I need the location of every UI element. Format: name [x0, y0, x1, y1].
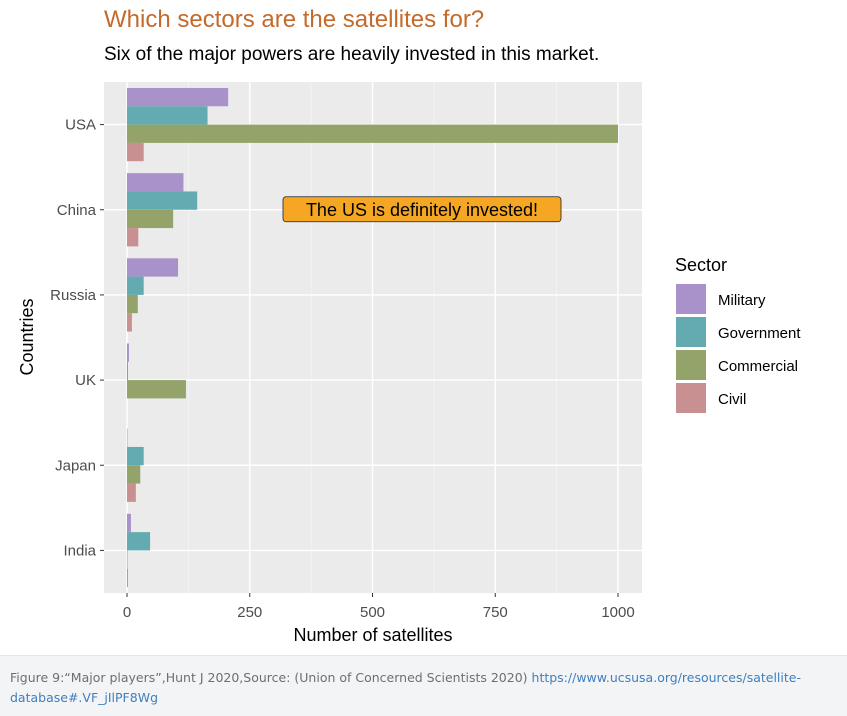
y-tick-label: Japan [55, 457, 96, 474]
bar-usa-government [127, 106, 208, 125]
bar-india-government [127, 532, 151, 551]
legend-key-military [676, 284, 706, 314]
bar-india-civil [127, 568, 128, 588]
bars [127, 87, 618, 588]
legend-label-military: Military [718, 292, 766, 309]
legend-key-government [676, 317, 706, 347]
bar-india-military [127, 513, 131, 533]
y-tick-label: Russia [50, 287, 97, 304]
bar-japan-government [127, 446, 144, 466]
annotation-box [282, 196, 562, 223]
y-tick-label: China [57, 202, 97, 219]
legend: Sector Military Government Commercial Civil [675, 255, 801, 413]
chart-subtitle: Six of the major powers are heavily inve… [104, 44, 599, 65]
bar-china-civil [127, 228, 139, 247]
legend-label-government: Government [718, 325, 801, 342]
y-axis-label: Countries [17, 298, 37, 375]
annotation: The US is definitely invested! [282, 196, 562, 223]
legend-key-commercial [676, 350, 706, 380]
bar-uk-military [127, 343, 129, 362]
legend-key-civil [676, 383, 706, 413]
x-tick-label: 750 [483, 604, 508, 621]
figure-caption: Figure 9:“Major players”,Hunt J 2020,Sou… [0, 655, 847, 716]
bar-chart: Which sectors are the satellites for? Si… [17, 6, 801, 645]
bar-uk-government [127, 361, 128, 381]
x-tick-label: 250 [237, 604, 262, 621]
bar-china-military [127, 173, 184, 192]
bar-usa-civil [127, 142, 144, 162]
x-tick-label: 1000 [601, 604, 634, 621]
bar-japan-commercial [127, 465, 141, 484]
x-axis-label: Number of satellites [293, 625, 452, 645]
bar-china-commercial [127, 209, 174, 229]
bar-uk-commercial [127, 380, 186, 399]
chart-title: Which sectors are the satellites for? [104, 6, 484, 33]
legend-items: Military Government Commercial Civil [676, 284, 801, 413]
bar-russia-government [127, 276, 144, 295]
bar-japan-civil [127, 483, 136, 502]
bar-russia-military [127, 258, 179, 277]
annotation-text: The US is definitely invested! [306, 200, 538, 220]
y-tick-label: India [63, 542, 96, 559]
source-link[interactable]: https://www.ucsusa.org/resources/satelli… [10, 670, 801, 705]
legend-label-commercial: Commercial [718, 358, 798, 375]
caption-text: Figure 9:“Major players”,Hunt J 2020,Sou… [10, 670, 532, 685]
y-axis-ticks: USA China Russia UK Japan India [50, 117, 104, 559]
legend-label-civil: Civil [718, 391, 746, 408]
chart-figure: Which sectors are the satellites for? Si… [17, 6, 802, 645]
bar-china-government [127, 191, 198, 210]
bar-russia-civil [127, 313, 132, 332]
legend-title: Sector [675, 255, 727, 275]
x-tick-label: 500 [360, 604, 385, 621]
x-tick-label: 0 [123, 604, 131, 621]
y-tick-label: USA [65, 117, 96, 134]
bar-russia-commercial [127, 294, 138, 314]
y-tick-label: UK [75, 372, 96, 389]
bar-usa-military [127, 87, 229, 107]
x-axis-ticks: 0 250 500 750 1000 [123, 593, 635, 621]
bar-usa-commercial [127, 124, 618, 143]
